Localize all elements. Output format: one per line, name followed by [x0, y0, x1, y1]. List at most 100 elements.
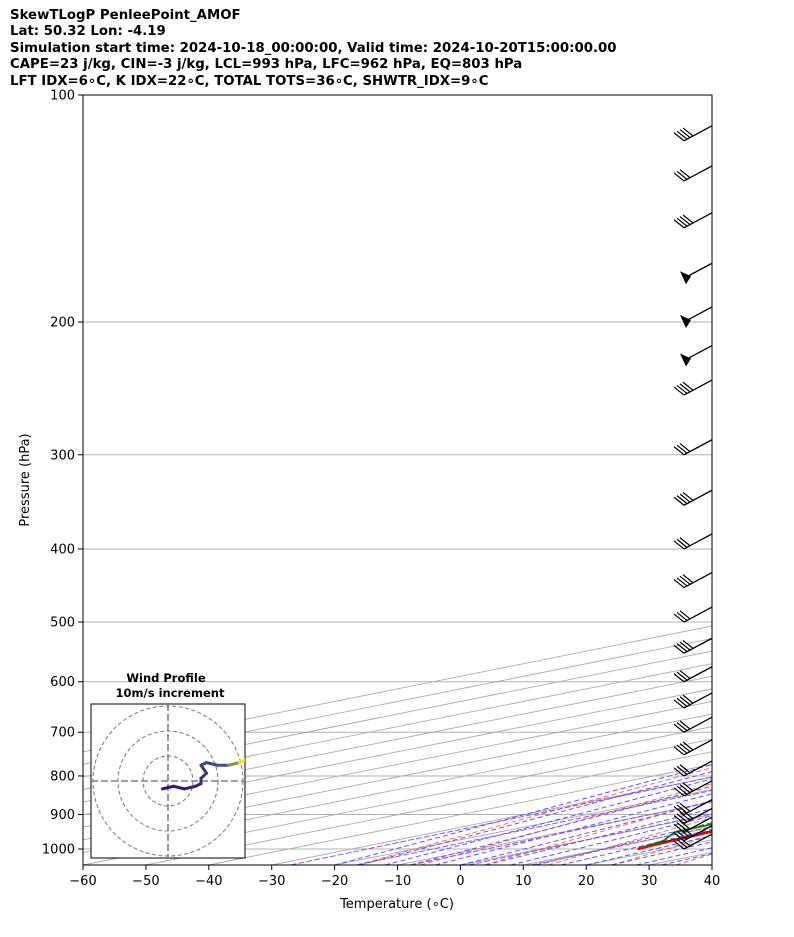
barb-feather [673, 132, 685, 142]
barb-staff [683, 439, 713, 456]
barb-feather [679, 784, 691, 794]
barb-feather [676, 130, 688, 140]
hodograph-segment [183, 784, 197, 791]
barb-feather [676, 611, 688, 621]
barb-feather [673, 746, 685, 756]
y-tick-label: 1000 [42, 843, 75, 858]
barb-feather [673, 219, 685, 229]
barb-feather [679, 720, 691, 730]
mixing-ratio-line [468, 813, 712, 865]
barb-feather [673, 723, 685, 733]
barb-staff [683, 533, 713, 550]
isotherm [83, 663, 712, 790]
barb-staff [683, 825, 713, 842]
hodograph-inset: Wind Profile 10m/s increment [90, 671, 246, 859]
isotherm [83, 713, 712, 841]
hodograph-segment [205, 761, 219, 767]
moist-adiabat [611, 841, 712, 865]
wind-barb [673, 780, 713, 797]
moist-adiabat [460, 800, 712, 865]
barb-feather [682, 574, 694, 584]
mixing-ratio-line [290, 776, 712, 865]
x-tick-label: 20 [578, 874, 595, 889]
barb-feather [673, 673, 685, 683]
moist-adiabat [485, 808, 712, 865]
wind-barb [673, 825, 713, 842]
background-lines [83, 625, 712, 865]
barb-feather [682, 639, 694, 649]
moist-adiabat [435, 793, 712, 865]
barb-staff [683, 165, 713, 182]
barb-feather [679, 610, 691, 620]
dry-adiabat [420, 783, 712, 865]
moist-adiabat [586, 835, 712, 865]
barb-staff [683, 125, 713, 142]
x-tick-label: −50 [132, 874, 159, 889]
barb-feather [676, 765, 688, 775]
barb-feather [682, 491, 694, 501]
wind-barb [673, 212, 713, 229]
barb-feather [679, 696, 691, 706]
barb-feather [679, 802, 691, 812]
barb-feather [673, 823, 685, 833]
isotherm [334, 789, 712, 865]
x-tick-label: −10 [384, 874, 411, 889]
barb-feather [673, 815, 685, 824]
barb-feather [676, 822, 688, 832]
moist-adiabat [510, 815, 712, 865]
mixing-ratio-line [410, 801, 712, 865]
moist-adiabat [535, 822, 712, 865]
barb-feather [673, 613, 685, 623]
x-tick-label: −60 [69, 874, 96, 889]
y-tick-label: 900 [50, 808, 75, 823]
barb-feather [676, 744, 688, 754]
isotherm [83, 650, 712, 778]
wind-barb [680, 306, 713, 328]
isotherm [83, 701, 712, 828]
barb-feather [679, 443, 691, 453]
convective-parameters: CAPE=23 j/kg, CIN=-3 j/kg, LCL=993 hPa, … [10, 57, 523, 73]
barb-feather [676, 538, 688, 548]
stability-indices: LFT IDX=6∘C, K IDX=22∘C, TOTAL TOTS=36∘C… [10, 73, 489, 89]
barb-feather [679, 493, 691, 503]
isotherm [460, 814, 712, 865]
barb-feather [676, 722, 688, 732]
x-tick-label: −40 [195, 874, 222, 889]
wind-barb [673, 807, 713, 825]
wind-barbs [673, 125, 713, 850]
wind-barb [673, 125, 713, 142]
barb-staff [683, 637, 713, 654]
barb-feather [679, 641, 691, 651]
barb-feather [676, 838, 688, 848]
barb-feather [676, 830, 688, 840]
barb-feather [679, 537, 691, 547]
barb-feather [676, 217, 688, 227]
barb-feather [676, 804, 688, 814]
barb-feather [673, 644, 685, 654]
barb-staff [683, 666, 713, 683]
isotherm [711, 864, 712, 865]
barb-feather [673, 787, 685, 797]
barb-feather [673, 840, 685, 850]
dewpoint-profile [637, 823, 712, 850]
wind-barb [673, 692, 713, 709]
sounding-profiles [637, 823, 712, 851]
barb-feather [682, 127, 694, 137]
barb-staff [683, 807, 713, 825]
dry-adiabat [484, 799, 712, 865]
wind-barb [673, 606, 713, 623]
barb-feather [679, 811, 691, 821]
wind-barb [680, 344, 713, 367]
y-tick-label: 500 [50, 616, 75, 631]
wind-barb [673, 798, 713, 816]
barb-staff [683, 716, 713, 733]
y-tick-label: 400 [50, 542, 75, 557]
chart-header: SkewTLogP PenleePoint_AMOF Lat: 50.32 Lo… [10, 8, 617, 90]
barb-staff [683, 489, 713, 506]
hodograph-segment [161, 784, 175, 791]
x-tick-label: 40 [704, 874, 721, 889]
barb-feather [673, 496, 685, 506]
x-axis: −60 −50 −40 −30 −20 −10 0 10 20 30 40 [69, 865, 720, 889]
barb-feather [679, 216, 691, 226]
